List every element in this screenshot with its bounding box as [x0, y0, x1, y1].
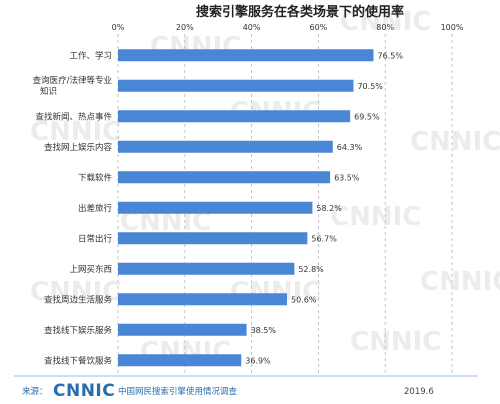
x-tick-label: 40% [243, 23, 261, 32]
cnnic-logo: CNNIC [53, 381, 115, 401]
category-label: 查找线下餐饮服务 [44, 355, 113, 366]
value-label: 58.2% [316, 204, 342, 213]
bar [118, 232, 308, 245]
source-prefix: 来源： [22, 387, 48, 397]
value-label: 50.6% [291, 295, 317, 304]
value-label: 52.8% [298, 265, 324, 274]
bar [118, 49, 374, 62]
footer: 来源： CNNIC 中国网民搜索引擎使用情况调查 2019.6 [14, 375, 478, 401]
bar [118, 201, 313, 214]
x-tick-label: 0% [112, 23, 125, 32]
value-label: 36.9% [245, 356, 271, 365]
value-label: 56.7% [311, 234, 337, 243]
bar [118, 354, 242, 367]
value-label: 64.3% [337, 143, 363, 152]
value-label: 70.5% [357, 82, 383, 91]
category-label: 出差旅行 [78, 203, 113, 214]
x-tick-label: 20% [176, 23, 194, 32]
watermark-text: CNNIC [30, 277, 121, 307]
category-label: 工作、学习 [69, 50, 112, 61]
chart-title: 搜索引擎服务在各类场景下的使用率 [196, 4, 404, 20]
labels: 76.5% 工作、学习 70.5% 查询医疗/法律等专业知识 69.5% 查找新闻、热点事… [33, 50, 404, 366]
category-label: 查找线下娱乐服务 [44, 325, 113, 336]
value-label: 69.5% [354, 112, 380, 121]
bar [118, 79, 354, 92]
category-label: 查找网上娱乐内容 [44, 142, 113, 153]
bar [118, 293, 288, 306]
x-tick-label: 100% [441, 23, 464, 32]
watermark-text: CNNIC [350, 327, 441, 357]
x-tick-label: 80% [376, 23, 394, 32]
category-label: 下载软件 [78, 172, 113, 183]
watermark-text: CNNIC [330, 202, 421, 232]
watermark-text: CNNIC [340, 7, 431, 37]
category-label: 上网买东西 [69, 264, 112, 275]
bar [118, 262, 295, 275]
category-label: 查找新闻、热点事件 [35, 111, 112, 122]
source-text: 中国网民搜索引擎使用情况调查 [118, 386, 238, 397]
value-label: 76.5% [378, 51, 404, 60]
watermark-text: CNNIC [410, 127, 500, 157]
category-label: 日常出行 [78, 233, 113, 244]
bar [118, 171, 331, 184]
bars [118, 49, 374, 367]
gridlines: 0% 20% 40% 60% 80% 100% [112, 23, 464, 376]
bar [118, 110, 351, 123]
category-label: 查找周边生活服务 [44, 294, 113, 305]
value-label: 38.5% [251, 326, 277, 335]
bar [118, 323, 247, 336]
x-tick-label: 60% [310, 23, 328, 32]
category-label: 查询医疗/法律等专业知识 [33, 75, 112, 97]
watermark-text: CNNIC [420, 267, 500, 297]
report-date: 2019.6 [404, 387, 434, 397]
bar [118, 140, 333, 153]
watermark-text: CNNIC [30, 117, 121, 147]
value-label: 63.5% [334, 173, 360, 182]
